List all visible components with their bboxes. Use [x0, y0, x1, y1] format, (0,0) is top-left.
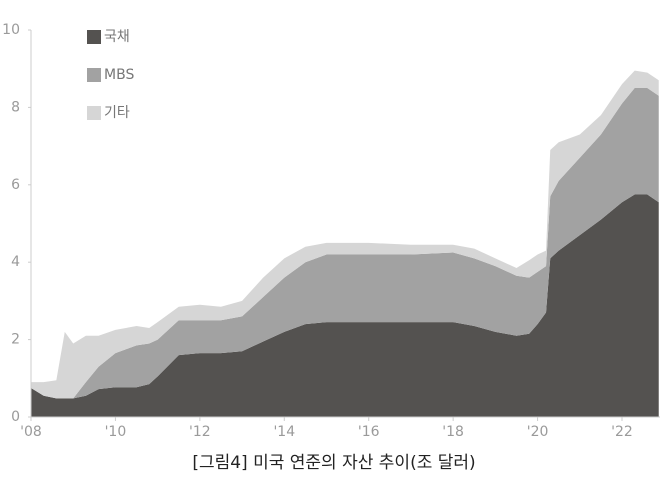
area — [31, 194, 659, 417]
x-tick-label: '22 — [611, 424, 633, 440]
x-tick-label: '16 — [358, 424, 380, 440]
legend-label: MBS — [104, 67, 134, 83]
y-tick-label: 8 — [11, 99, 20, 115]
legend-label: 국채 — [104, 29, 130, 45]
y-tick-label: 4 — [11, 254, 20, 270]
legend-swatch — [87, 30, 101, 44]
x-tick-label: '10 — [105, 424, 127, 440]
y-tick-label: 0 — [11, 409, 20, 425]
x-tick-label: '14 — [273, 424, 295, 440]
y-tick-label: 6 — [11, 177, 20, 193]
legend-label: 기타 — [104, 105, 130, 121]
chart-title: [그림4] 미국 연준의 자산 추이(조 달러) — [192, 453, 475, 473]
area — [31, 88, 659, 399]
y-tick-label: 2 — [11, 332, 20, 348]
x-tick-label: '08 — [20, 424, 42, 440]
x-tick-label: '20 — [527, 424, 549, 440]
x-tick-label: '12 — [189, 424, 211, 440]
area — [31, 70, 659, 399]
legend-swatch — [87, 106, 101, 120]
legend-swatch — [87, 68, 101, 82]
x-tick-label: '18 — [442, 424, 464, 440]
y-tick-label: 10 — [2, 22, 20, 38]
